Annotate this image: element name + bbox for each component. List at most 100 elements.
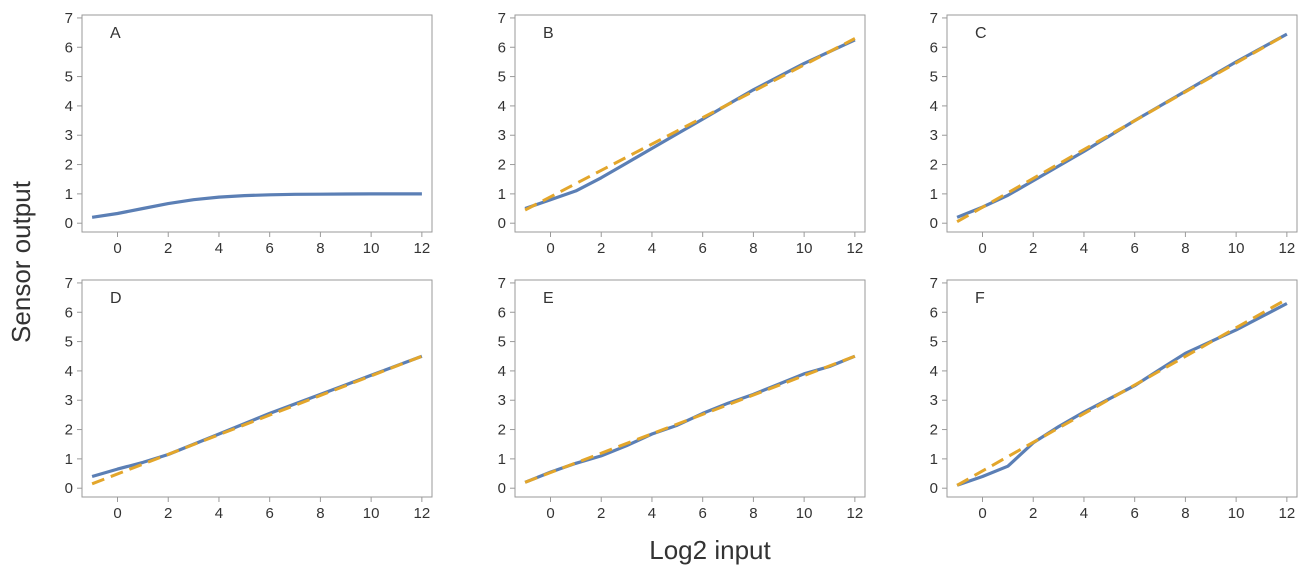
x-axis-title: Log2 input	[649, 535, 771, 565]
x-tick-label: 4	[648, 505, 656, 522]
y-tick-label: 0	[930, 480, 938, 497]
x-tick-label: 10	[1228, 505, 1245, 522]
x-tick-label: 8	[316, 240, 324, 257]
plot-frame	[514, 14, 866, 233]
plot-frame	[946, 279, 1298, 498]
x-tick-label: 2	[164, 505, 172, 522]
y-tick-label: 5	[930, 334, 938, 351]
x-tick-label: 6	[699, 505, 707, 522]
x-tick-label: 10	[1228, 240, 1245, 257]
x-tick-label: 0	[113, 505, 121, 522]
y-tick-label: 6	[65, 304, 73, 321]
panel-label: A	[110, 25, 121, 42]
y-axis-title: Sensor output	[6, 180, 36, 343]
y-tick-label: 1	[498, 186, 506, 203]
x-tick-label: 10	[363, 505, 380, 522]
panel-label: F	[975, 290, 985, 307]
x-tick-label: 12	[414, 505, 431, 522]
x-tick-label: 4	[215, 505, 223, 522]
y-tick-label: 6	[65, 39, 73, 56]
y-tick-label: 2	[65, 422, 73, 439]
x-tick-label: 6	[266, 505, 274, 522]
x-tick-label: 8	[749, 240, 757, 257]
x-tick-label: 12	[414, 240, 431, 257]
plot-frame	[81, 279, 433, 498]
sensor-response-line	[956, 302, 1288, 487]
x-tick-label: 10	[796, 505, 813, 522]
sensor-response-line	[91, 192, 422, 219]
y-tick-label: 6	[930, 39, 938, 56]
x-tick-label: 0	[978, 240, 986, 257]
y-tick-label: 4	[930, 98, 938, 115]
plot-frame	[946, 14, 1298, 233]
panel-label: E	[543, 290, 554, 307]
y-tick-label: 7	[498, 275, 506, 292]
panel-label: B	[543, 25, 554, 42]
y-tick-label: 5	[65, 69, 73, 86]
y-tick-label: 5	[930, 69, 938, 86]
x-tick-label: 4	[648, 240, 656, 257]
x-tick-label: 0	[546, 240, 554, 257]
y-tick-label: 1	[65, 451, 73, 468]
y-tick-label: 7	[930, 10, 938, 27]
y-tick-label: 7	[498, 10, 506, 27]
y-tick-label: 3	[498, 127, 506, 144]
x-tick-label: 0	[546, 505, 554, 522]
y-tick-label: 7	[65, 10, 73, 27]
x-tick-label: 12	[847, 505, 864, 522]
x-tick-label: 6	[1131, 240, 1139, 257]
y-tick-label: 0	[65, 480, 73, 497]
y-tick-label: 4	[498, 363, 506, 380]
panel-label: D	[110, 290, 122, 307]
x-tick-label: 2	[597, 505, 605, 522]
y-tick-label: 2	[65, 157, 73, 174]
x-tick-label: 2	[164, 240, 172, 257]
y-tick-label: 4	[65, 363, 73, 380]
x-tick-label: 10	[363, 240, 380, 257]
y-tick-label: 6	[930, 304, 938, 321]
linear-fit-line	[956, 297, 1288, 487]
x-tick-label: 4	[1080, 240, 1088, 257]
y-tick-label: 0	[65, 215, 73, 232]
x-tick-label: 6	[699, 240, 707, 257]
x-tick-label: 8	[1181, 505, 1189, 522]
y-tick-label: 3	[65, 392, 73, 409]
x-tick-label: 0	[113, 240, 121, 257]
plot-frame	[514, 279, 866, 498]
y-tick-label: 2	[930, 157, 938, 174]
y-tick-label: 7	[65, 275, 73, 292]
linear-fit-line	[524, 37, 856, 212]
y-tick-label: 3	[930, 392, 938, 409]
y-tick-label: 4	[498, 98, 506, 115]
y-tick-label: 1	[930, 451, 938, 468]
y-tick-label: 2	[498, 157, 506, 174]
x-tick-label: 10	[796, 240, 813, 257]
x-tick-label: 0	[978, 505, 986, 522]
x-tick-label: 12	[847, 240, 864, 257]
x-tick-label: 8	[749, 505, 757, 522]
y-tick-label: 5	[498, 334, 506, 351]
y-tick-label: 6	[498, 304, 506, 321]
y-tick-label: 5	[65, 334, 73, 351]
y-tick-label: 3	[65, 127, 73, 144]
panel-label: C	[975, 25, 987, 42]
y-tick-label: 0	[498, 215, 506, 232]
y-tick-label: 0	[498, 480, 506, 497]
y-tick-label: 1	[65, 186, 73, 203]
x-tick-label: 6	[266, 240, 274, 257]
linear-fit-line	[956, 32, 1288, 224]
y-tick-label: 1	[930, 186, 938, 203]
x-tick-label: 4	[215, 240, 223, 257]
x-tick-label: 6	[1131, 505, 1139, 522]
x-tick-label: 8	[316, 505, 324, 522]
x-tick-label: 12	[1279, 505, 1296, 522]
y-tick-label: 2	[498, 422, 506, 439]
sensor-response-line	[524, 354, 856, 484]
